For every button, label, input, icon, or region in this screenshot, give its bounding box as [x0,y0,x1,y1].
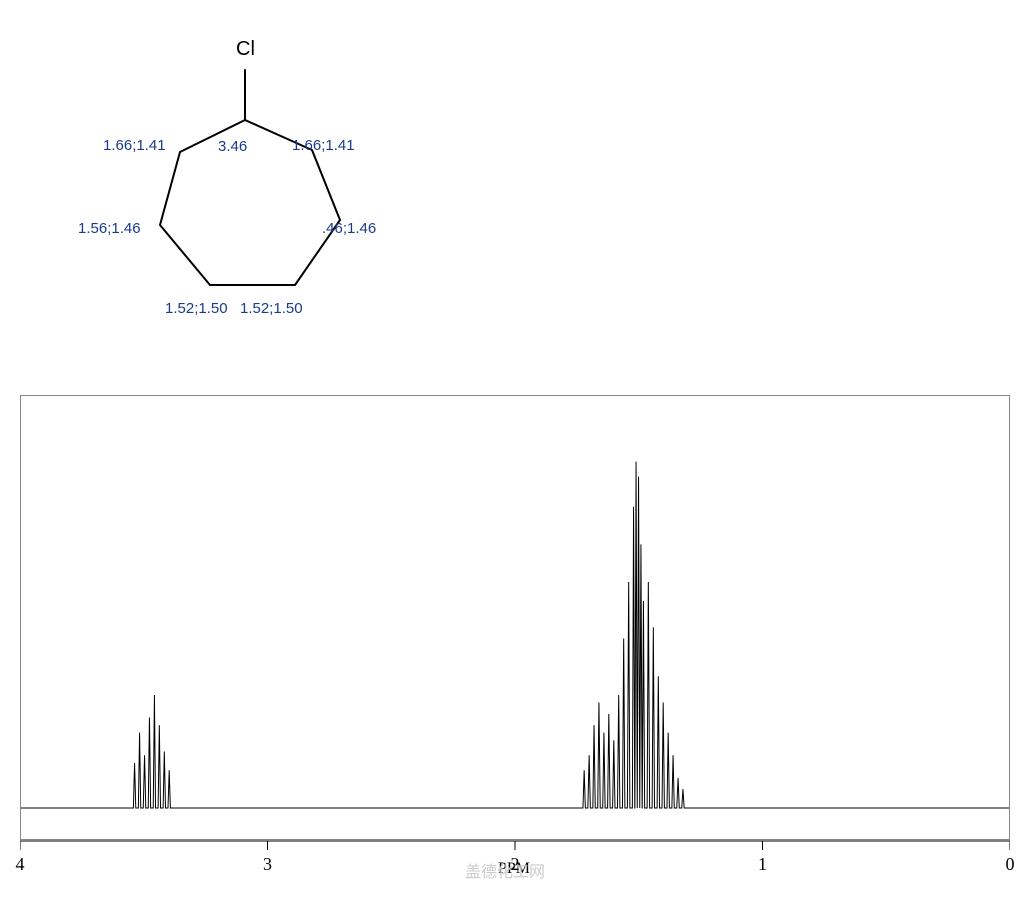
tick-label: 1 [758,854,767,875]
tick-label: 3 [263,854,272,875]
nmr-spectrum [20,395,1010,840]
spectrum-svg [21,396,1009,839]
molecular-structure: Cl 3.46 1.66;1.41 1.66;1.41 1.56;1.46 .4… [70,20,420,360]
watermark: 盖德化工网 [465,858,545,882]
shift-top-center: 3.46 [218,138,247,155]
axis-line-svg [20,840,1010,855]
shift-top-right: 1.66;1.41 [292,137,355,154]
x-axis: 43210 PPM 盖德化工网 [20,840,1010,890]
tick-label: 0 [1006,854,1015,875]
cl-atom-label: Cl [236,38,255,61]
tick-label: 4 [16,854,25,875]
shift-mid-right: .46;1.46 [322,220,376,237]
shift-bot-right: 1.52;1.50 [240,300,303,317]
shift-mid-left: 1.56;1.46 [78,220,141,237]
shift-top-left: 1.66;1.41 [103,137,166,154]
shift-bot-left: 1.52;1.50 [165,300,228,317]
